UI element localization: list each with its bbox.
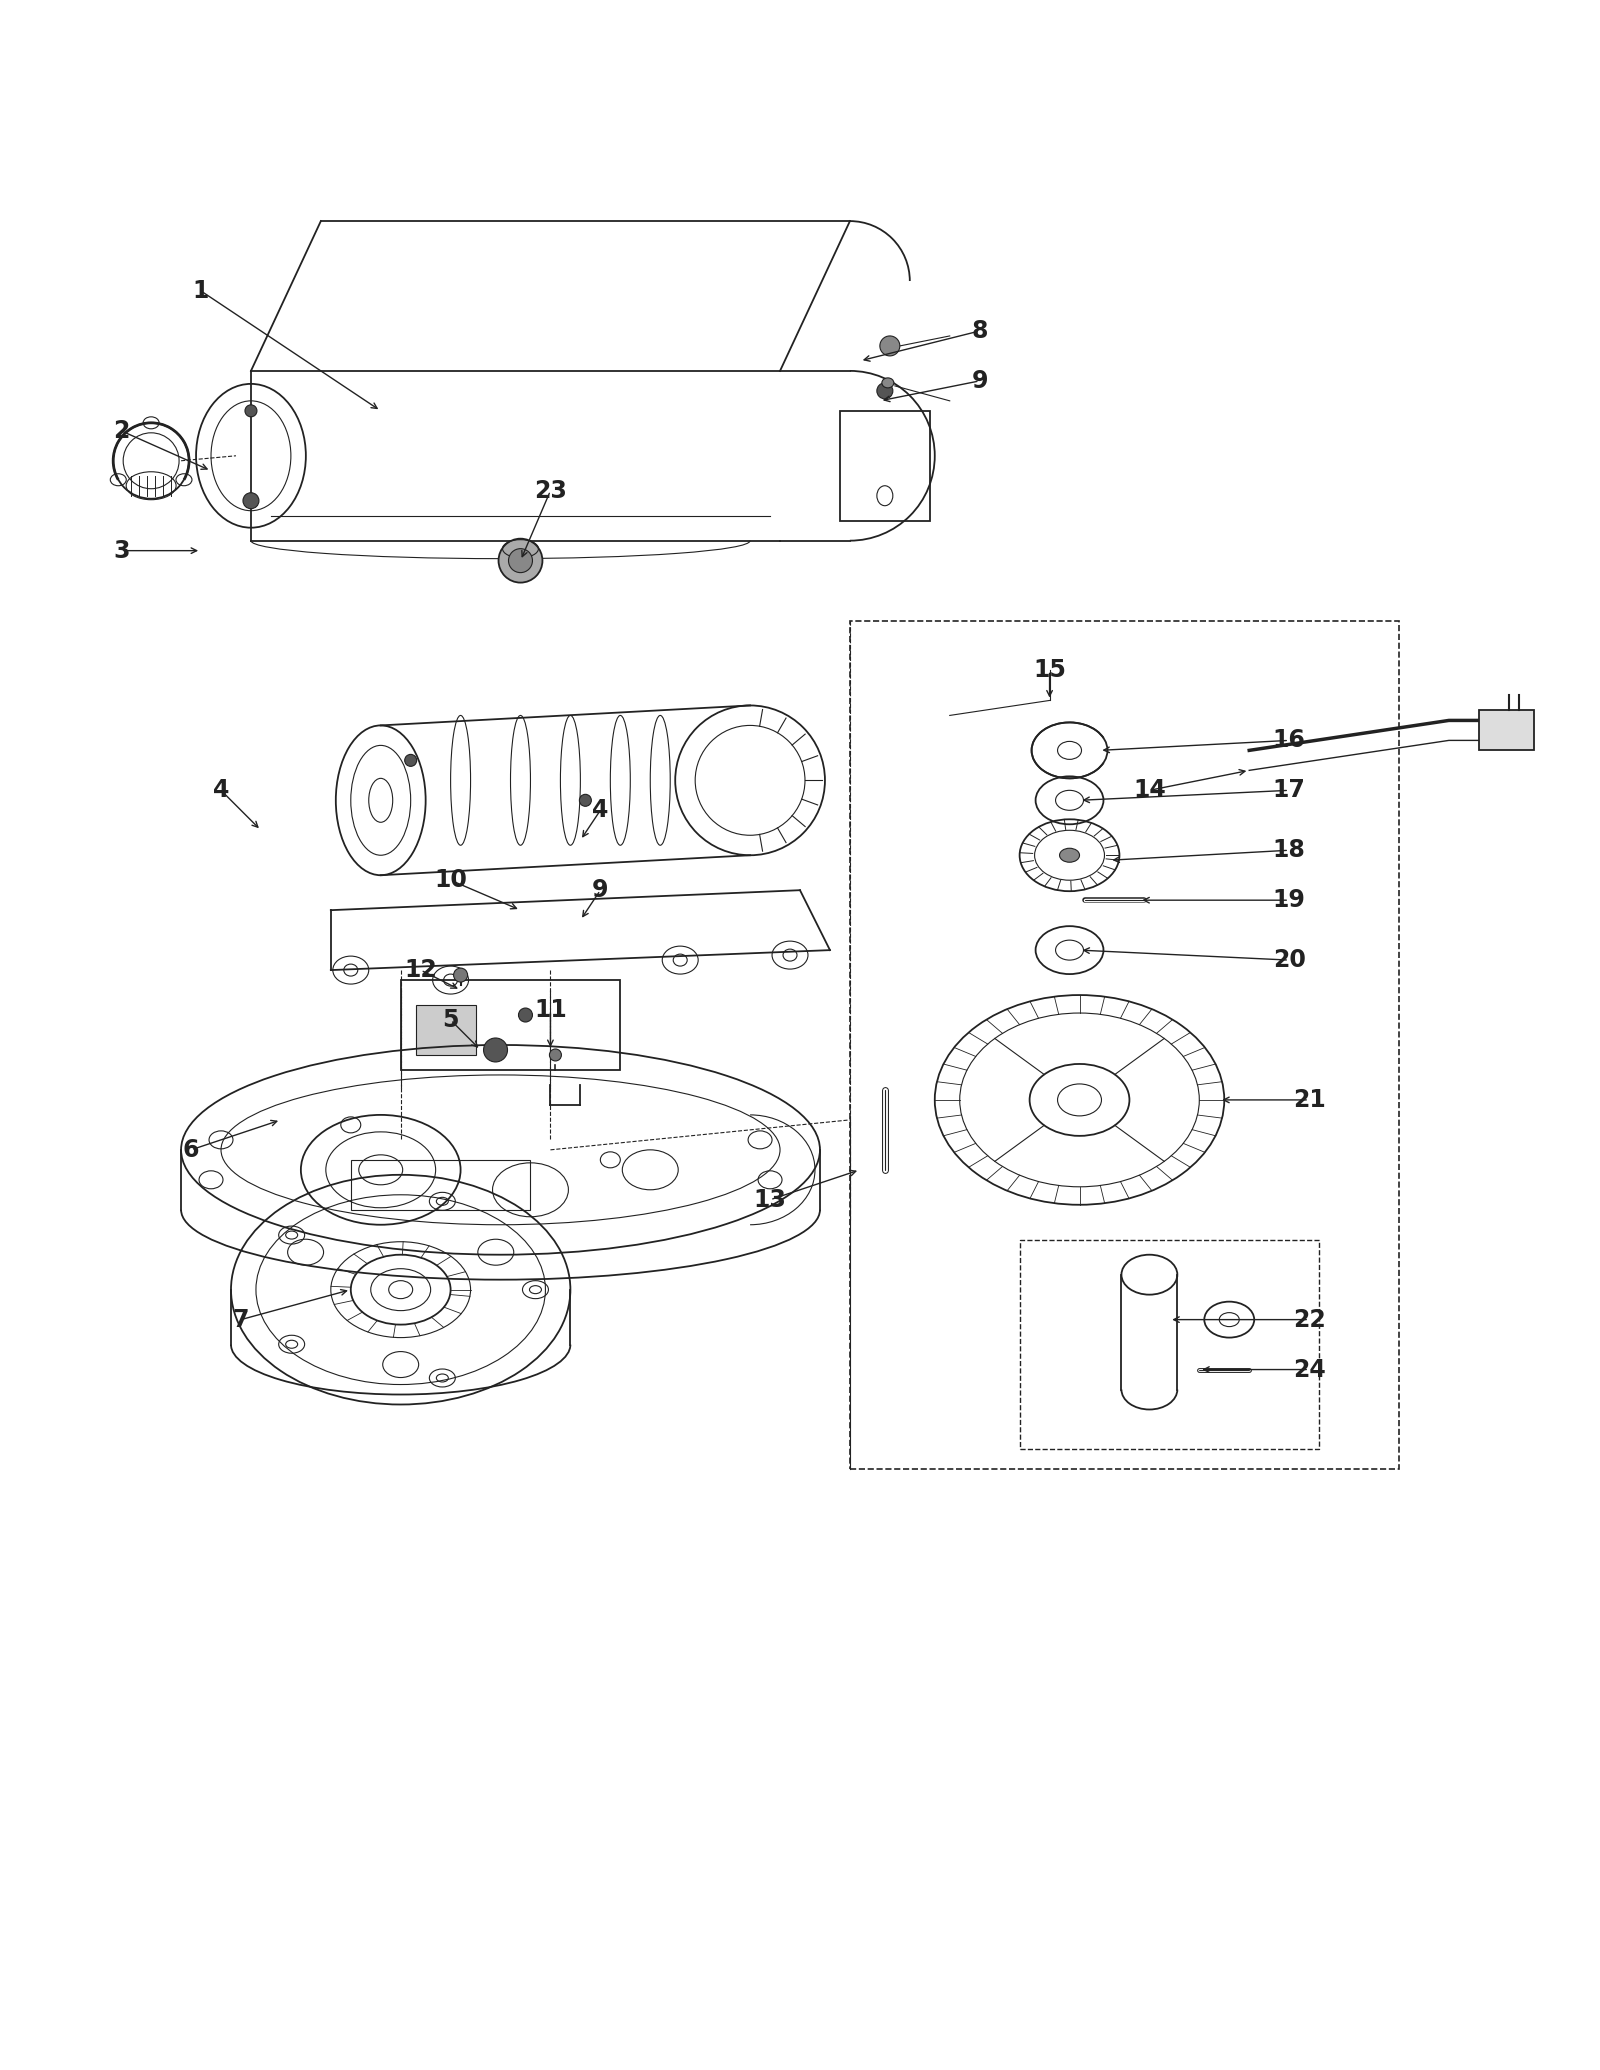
Text: 9: 9	[971, 368, 987, 393]
Bar	[1478, 710, 1534, 751]
Bar	[1019, 1240, 1318, 1449]
Ellipse shape	[243, 493, 259, 509]
Text: 20: 20	[1272, 948, 1306, 973]
Text: 16: 16	[1272, 729, 1306, 751]
Text: 24: 24	[1293, 1358, 1325, 1381]
Text: 11: 11	[534, 998, 566, 1023]
Text: 13: 13	[754, 1188, 787, 1211]
Text: 14: 14	[1133, 778, 1166, 803]
Ellipse shape	[405, 753, 416, 766]
Ellipse shape	[499, 538, 542, 582]
Text: 4: 4	[592, 799, 608, 822]
Bar	[416, 1006, 475, 1056]
Text: 1: 1	[194, 279, 210, 302]
Text: 17: 17	[1272, 778, 1306, 803]
Text: 2: 2	[114, 418, 130, 443]
Ellipse shape	[877, 383, 893, 400]
Ellipse shape	[245, 406, 258, 416]
Text: 4: 4	[213, 778, 229, 803]
Ellipse shape	[454, 969, 467, 981]
Ellipse shape	[509, 549, 533, 573]
Text: 6: 6	[182, 1138, 200, 1161]
Text: 5: 5	[442, 1008, 459, 1033]
Text: 21: 21	[1293, 1089, 1325, 1112]
Text: 8: 8	[971, 319, 987, 344]
Ellipse shape	[518, 1008, 533, 1023]
Ellipse shape	[483, 1037, 507, 1062]
Text: 12: 12	[405, 958, 437, 981]
Ellipse shape	[549, 1049, 562, 1062]
Text: 23: 23	[534, 478, 566, 503]
Ellipse shape	[1059, 849, 1080, 863]
Bar	[400, 979, 621, 1070]
Bar	[350, 1159, 531, 1209]
Text: 18: 18	[1272, 838, 1306, 863]
Text: 10: 10	[434, 867, 467, 892]
Text: 7: 7	[232, 1308, 250, 1331]
Text: 22: 22	[1293, 1308, 1325, 1331]
Bar	[840, 410, 930, 522]
Text: 3: 3	[114, 538, 130, 563]
Text: 9: 9	[592, 878, 608, 903]
Text: 15: 15	[1034, 658, 1066, 683]
Bar	[850, 621, 1398, 1470]
Ellipse shape	[579, 795, 592, 807]
Ellipse shape	[880, 335, 899, 356]
Text: 19: 19	[1272, 888, 1306, 913]
Ellipse shape	[882, 379, 894, 387]
